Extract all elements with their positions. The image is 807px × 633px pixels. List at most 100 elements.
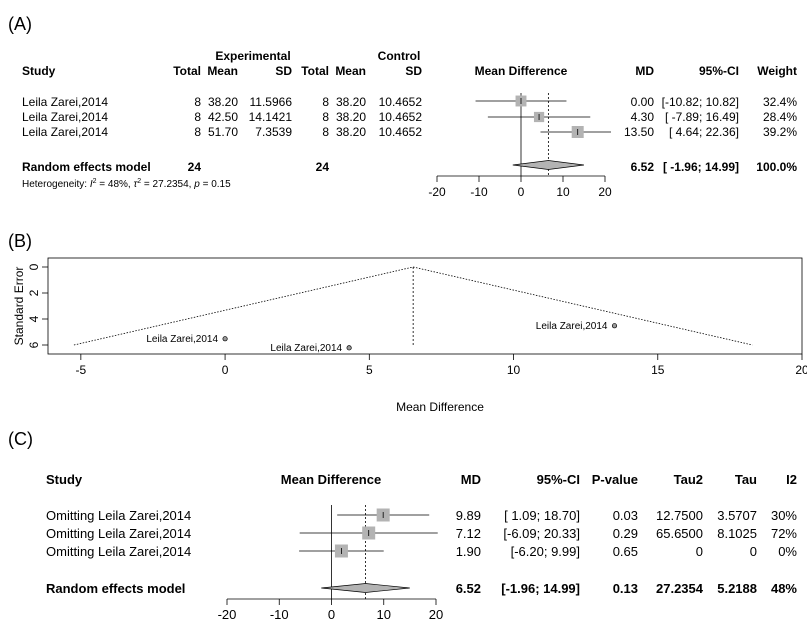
i2-value: 30%: [771, 508, 797, 523]
summary-row: Random effects model 6.52 [-1.96; 14.99]…: [46, 581, 797, 596]
summary-row: Random effects model 24 24 6.52 [ -1.96;…: [22, 160, 797, 174]
summary-tau: 5.2188: [717, 581, 757, 596]
summary-total-c: 24: [316, 160, 330, 174]
summary-md: 6.52: [631, 160, 655, 174]
summary-diamond: [512, 160, 585, 170]
x-tick-label: -10: [470, 185, 488, 199]
summary-label: Random effects model: [46, 581, 185, 596]
mean-c: 38.20: [336, 110, 366, 124]
study-point: [222, 336, 228, 342]
mean-c: 38.20: [336, 125, 366, 139]
tau2-value: 12.7500: [656, 508, 703, 523]
study-header: Study: [46, 472, 83, 487]
study-point-label: Leila Zarei,2014: [146, 334, 218, 345]
y-tick-label: 0: [27, 263, 41, 270]
total-e-header: Total: [173, 64, 201, 78]
tau2-value: 65.6500: [656, 526, 703, 541]
x-tick-label: 0: [328, 607, 335, 622]
weight-value: 39.2%: [763, 125, 797, 139]
summary-diamond: [321, 583, 410, 593]
ci-value: [ -7.89; 16.49]: [665, 110, 739, 124]
sd-c-header: SD: [405, 64, 422, 78]
md-header: MD: [461, 472, 481, 487]
tau2-header: Tau2: [674, 472, 703, 487]
panel-b-label: (B): [8, 231, 32, 251]
pvalue-value: 0.65: [613, 544, 638, 559]
heterogeneity-text: Heterogeneity: I2 = 48%, τ2 = 27.2354, p…: [22, 178, 231, 190]
x-axis-label: Mean Difference: [396, 400, 484, 414]
y-tick-label: 6: [27, 341, 41, 348]
x-tick-label: 0: [518, 185, 525, 199]
sd-c: 10.4652: [379, 125, 423, 139]
summary-pvalue: 0.13: [613, 581, 638, 596]
sd-c: 10.4652: [379, 95, 423, 109]
x-tick-label: 10: [507, 363, 521, 377]
sd-e: 7.3539: [255, 125, 292, 139]
x-tick-label: 20: [795, 363, 807, 377]
summary-total-e: 24: [188, 160, 202, 174]
total-e: 8: [194, 125, 201, 139]
table-row: Leila Zarei,2014 8 51.70 7.3539 8 38.20 …: [22, 125, 797, 139]
study-name: Omitting Leila Zarei,2014: [46, 508, 191, 523]
tau-value: 0: [750, 544, 757, 559]
x-tick-label: 20: [598, 185, 612, 199]
total-e: 8: [194, 95, 201, 109]
panel-b: (B) Standard Error Mean Difference Leila…: [8, 231, 807, 414]
table-row: Leila Zarei,2014 8 38.20 11.5966 8 38.20…: [22, 95, 797, 109]
forest-plot-a: -20 -10 0 10 20: [428, 93, 612, 199]
x-tick-label: -10: [270, 607, 289, 622]
mean-e-header: Mean: [207, 64, 238, 78]
total-e: 8: [194, 110, 201, 124]
study-name: Omitting Leila Zarei,2014: [46, 544, 191, 559]
tau2-value: 0: [696, 544, 703, 559]
sd-c: 10.4652: [379, 110, 423, 124]
summary-label: Random effects model: [22, 160, 151, 174]
x-tick-label: 15: [651, 363, 665, 377]
i2-value: 72%: [771, 526, 797, 541]
total-c-header: Total: [301, 64, 329, 78]
weight-value: 32.4%: [763, 95, 797, 109]
study-name: Omitting Leila Zarei,2014: [46, 526, 191, 541]
x-tick-label: 0: [222, 363, 229, 377]
mean-c-header: Mean: [335, 64, 366, 78]
md-value: 1.90: [456, 544, 481, 559]
ci-header: 95%-CI: [537, 472, 580, 487]
sd-e: 11.5966: [250, 95, 293, 109]
tau-header: Tau: [735, 472, 757, 487]
y-axis-label: Standard Error: [12, 267, 26, 346]
summary-i2: 48%: [771, 581, 797, 596]
panel-c-label: (C): [8, 429, 33, 449]
mean-e: 51.70: [208, 125, 238, 139]
funnel-plot: Leila Zarei,2014 Leila Zarei,2014 Leila Za…: [27, 257, 807, 377]
tau-value: 3.5707: [717, 508, 757, 523]
x-tick-label: 10: [556, 185, 570, 199]
panel-a: (A) Experimental Control Study Total Mea…: [8, 14, 797, 199]
x-tick-label: -20: [218, 607, 237, 622]
study-point-label: Leila Zarei,2014: [270, 343, 342, 354]
study-point: [611, 323, 618, 329]
pvalue-value: 0.03: [613, 508, 638, 523]
ci-value: [-10.82; 10.82]: [662, 95, 739, 109]
x-tick-label: -20: [428, 185, 446, 199]
control-header: Control: [378, 49, 421, 63]
weight-value: 28.4%: [763, 110, 797, 124]
md-value: 7.12: [456, 526, 481, 541]
x-tick-label: 20: [429, 607, 443, 622]
experimental-header: Experimental: [215, 49, 290, 63]
sd-e: 14.1421: [249, 110, 293, 124]
summary-md: 6.52: [456, 581, 481, 596]
tau-value: 8.1025: [717, 526, 757, 541]
study-name: Leila Zarei,2014: [22, 125, 108, 139]
table-row: Omitting Leila Zarei,2014 7.12 [-6.09; 2…: [46, 526, 797, 541]
panel-c: (C) Study Mean Difference MD 95%-CI P-va…: [8, 429, 797, 622]
ci-value: [-6.20; 9.99]: [511, 544, 580, 559]
mean-c: 38.20: [336, 95, 366, 109]
table-row: Omitting Leila Zarei,2014 9.89 [ 1.09; 1…: [46, 508, 797, 523]
study-point-label: Leila Zarei,2014: [536, 321, 608, 332]
md-plot-header: Mean Difference: [281, 472, 381, 487]
mean-e: 42.50: [208, 110, 238, 124]
md-value: 9.89: [456, 508, 481, 523]
md-plot-header: Mean Difference: [475, 64, 568, 78]
x-tick-label: 10: [377, 607, 391, 622]
